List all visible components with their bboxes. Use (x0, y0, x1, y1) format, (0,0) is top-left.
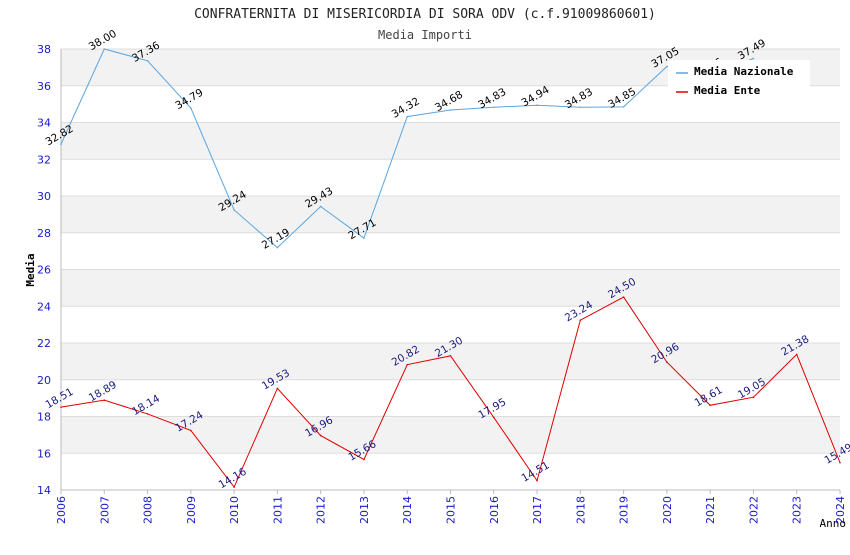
data-point-media-nazionale (406, 115, 409, 118)
data-point-media-ente (60, 406, 62, 408)
y-tick-label: 14 (37, 484, 51, 497)
legend: Media Nazionale Media Ente (668, 60, 810, 106)
x-tick-label: 2011 (271, 496, 284, 524)
data-point-media-nazionale (103, 48, 106, 50)
data-point-media-ente (579, 319, 582, 322)
data-label-media-ente: 18.14 (130, 392, 162, 418)
data-label-media-ente: 18.61 (693, 384, 725, 409)
data-point-media-nazionale (233, 209, 235, 211)
data-point-media-ente (666, 361, 668, 363)
chart-title: CONFRATERNITA DI MISERICORDIA DI SORA OD… (194, 7, 656, 22)
x-tick-label: 2024 (834, 496, 847, 524)
data-point-media-ente (449, 355, 452, 357)
y-tick-label: 34 (37, 117, 51, 130)
y-tick-label: 18 (37, 411, 51, 424)
chart-subtitle: Media Importi (378, 28, 472, 42)
x-tick-label: 2009 (185, 496, 198, 524)
grid-band (61, 269, 840, 307)
grid-band (61, 122, 840, 160)
y-tick-label: 28 (37, 227, 51, 240)
y-tick-label: 22 (37, 337, 51, 350)
data-point-media-nazionale (536, 104, 538, 107)
x-tick-label: 2017 (531, 496, 544, 524)
data-point-media-nazionale (449, 109, 452, 111)
x-tick-label: 2023 (791, 496, 804, 524)
x-axis-title: Anno (820, 517, 847, 530)
data-point-media-nazionale (622, 106, 625, 108)
x-tick-label: 2016 (488, 496, 501, 524)
y-tick-label: 20 (37, 374, 51, 387)
y-tick-label: 24 (37, 300, 51, 313)
data-point-media-ente (319, 434, 322, 437)
legend-label-media-nazionale: Media Nazionale (694, 65, 794, 78)
data-point-media-ente (190, 429, 192, 432)
y-tick-label: 32 (37, 153, 51, 166)
data-label-media-nazionale: 34.32 (390, 95, 422, 120)
data-point-media-ente (492, 416, 495, 419)
x-tick-label: 2022 (747, 496, 760, 524)
data-point-media-ente (233, 486, 235, 488)
data-point-media-ente (622, 296, 625, 298)
x-tick-label: 2018 (574, 496, 587, 524)
data-point-media-nazionale (319, 205, 322, 208)
data-label-media-nazionale: 34.79 (173, 87, 205, 112)
data-point-media-ente (752, 396, 755, 399)
x-tick-label: 2019 (618, 496, 631, 524)
data-point-media-ente (709, 404, 711, 407)
data-point-media-nazionale (190, 107, 192, 109)
data-point-media-ente (536, 479, 538, 482)
y-tick-label: 36 (37, 80, 51, 93)
grid-band (61, 343, 840, 380)
legend-label-media-ente: Media Ente (694, 84, 761, 97)
data-point-media-ente (103, 399, 106, 401)
x-tick-label: 2020 (661, 496, 674, 524)
data-point-media-nazionale (60, 143, 62, 145)
x-tick-label: 2008 (142, 496, 155, 524)
x-tick-label: 2012 (315, 496, 328, 524)
data-point-media-ente (795, 353, 798, 356)
data-point-media-ente (406, 363, 409, 366)
data-point-media-nazionale (492, 106, 495, 109)
y-tick-label: 38 (37, 43, 51, 56)
grid-band (61, 416, 840, 454)
y-axis-title: Media (24, 253, 37, 286)
data-label-media-ente: 14.16 (217, 466, 249, 492)
data-point-media-ente (839, 461, 841, 464)
data-point-media-ente (146, 413, 149, 415)
y-tick-label: 26 (37, 264, 51, 277)
y-tick-label: 16 (37, 447, 51, 460)
data-point-media-nazionale (276, 246, 279, 249)
grid-band (61, 196, 840, 233)
x-tick-label: 2015 (445, 496, 458, 524)
data-label-media-ente: 14.51 (520, 459, 552, 484)
x-tick-label: 2014 (401, 496, 414, 524)
data-point-media-nazionale (363, 237, 365, 239)
x-tick-label: 2021 (704, 496, 717, 524)
x-tick-label: 2006 (55, 496, 68, 524)
data-point-media-ente (363, 458, 365, 461)
data-point-media-ente (276, 387, 279, 390)
y-tick-label: 30 (37, 190, 51, 203)
legend-box (668, 60, 810, 106)
data-point-media-nazionale (579, 106, 582, 109)
x-tick-label: 2010 (228, 496, 241, 524)
data-point-media-nazionale (146, 59, 149, 62)
data-point-media-nazionale (666, 65, 668, 68)
data-point-media-nazionale (752, 57, 755, 60)
x-tick-label: 2013 (358, 496, 371, 524)
x-tick-label: 2007 (98, 496, 111, 524)
data-label-media-ente: 18.51 (43, 386, 75, 411)
